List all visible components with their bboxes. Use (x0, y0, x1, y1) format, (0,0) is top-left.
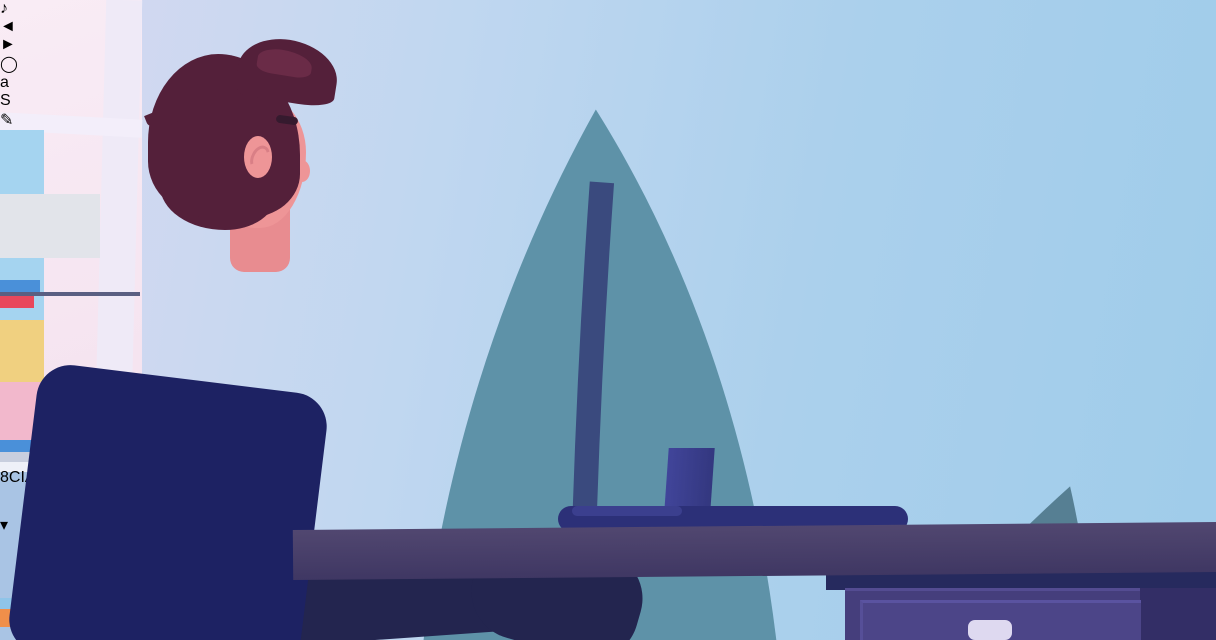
sidebar-item-2[interactable]: a (0, 74, 292, 92)
legend-blue-pill (0, 280, 40, 292)
forward-button[interactable]: ► (0, 36, 16, 53)
nav-circle-icon: ◯ (0, 56, 18, 73)
cabinet-side (1140, 588, 1216, 640)
avatar-pair-card (0, 194, 100, 258)
nav-edit-icon: ✎ (0, 112, 14, 129)
nav-docs-icon: a (0, 74, 9, 91)
drawer-handle[interactable] (968, 620, 1012, 640)
sidebar-item-3[interactable]: S (0, 92, 292, 110)
man-torso (52, 244, 440, 640)
chevron-down-icon[interactable]: ▾ (0, 517, 9, 534)
panel-bar-line-chart (0, 280, 254, 440)
sidebar-item-1[interactable]: ◯ (0, 54, 292, 74)
legend-orange-a (0, 609, 11, 618)
monitor-stand-highlight (572, 506, 682, 516)
grid-top-line (0, 292, 140, 296)
browser-topbar: ♪ ◄ ► (0, 0, 292, 54)
browser-logo-icon: ♪ (0, 0, 8, 17)
sidebar-item-4[interactable]: ✎ (0, 110, 292, 130)
legend-orange-b (0, 618, 13, 627)
man-ear (244, 136, 272, 178)
avatar-man-yellow (0, 320, 44, 382)
avatar-man-blue (0, 130, 44, 194)
nav-stats-icon: S (0, 92, 11, 109)
leaf-vein (569, 181, 615, 640)
legend-red-pill (0, 296, 34, 308)
back-button[interactable]: ◄ (0, 18, 16, 35)
